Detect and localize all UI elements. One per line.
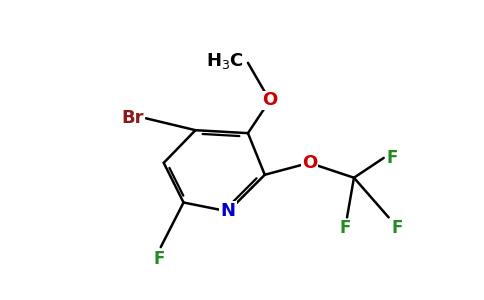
Text: O: O [302,154,317,172]
Text: F: F [387,149,398,167]
Text: H$_3$C: H$_3$C [206,51,244,71]
Text: F: F [153,250,165,268]
Text: O: O [262,92,277,110]
Text: F: F [392,219,403,237]
Text: N: N [221,202,236,220]
Text: Br: Br [121,109,144,127]
Text: F: F [339,219,351,237]
